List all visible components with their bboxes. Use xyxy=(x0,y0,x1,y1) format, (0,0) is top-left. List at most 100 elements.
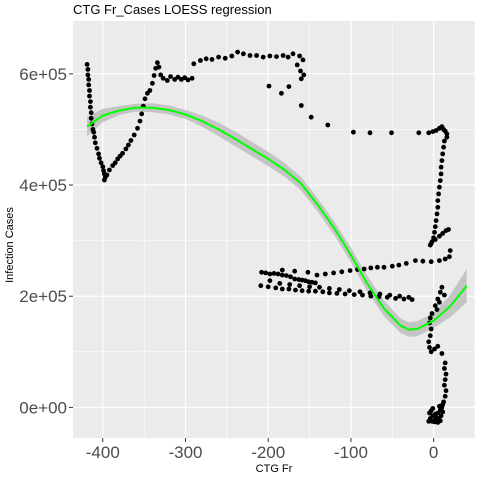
data-point xyxy=(123,146,129,152)
data-point xyxy=(428,259,434,265)
data-point xyxy=(427,410,432,416)
y-axis-label: Infection Cases xyxy=(4,207,16,283)
data-point xyxy=(288,274,293,280)
data-point xyxy=(104,172,110,178)
data-point xyxy=(389,130,394,136)
data-point xyxy=(440,151,446,157)
data-point xyxy=(87,93,92,99)
data-point xyxy=(351,129,356,135)
data-point xyxy=(432,229,437,235)
data-point xyxy=(263,270,269,276)
data-point xyxy=(438,413,444,419)
data-point xyxy=(447,248,453,254)
data-point xyxy=(189,75,195,81)
data-point xyxy=(98,160,104,166)
data-point xyxy=(279,90,284,96)
data-point xyxy=(427,315,433,321)
data-point xyxy=(164,78,170,83)
data-point xyxy=(277,281,283,286)
data-point xyxy=(100,164,106,170)
data-point xyxy=(413,258,418,263)
data-point xyxy=(396,262,402,268)
chart-title: CTG Fr_Cases LOESS regression xyxy=(73,2,272,17)
data-point xyxy=(97,155,102,161)
data-point xyxy=(317,284,322,290)
data-point xyxy=(442,382,447,388)
x-tick-label: -400 xyxy=(86,443,120,462)
data-point xyxy=(367,130,373,136)
data-point xyxy=(437,418,443,424)
y-tick-label: 4e+05 xyxy=(19,176,67,195)
data-point xyxy=(442,377,448,382)
data-point xyxy=(440,231,446,236)
data-point xyxy=(241,51,246,57)
data-point xyxy=(440,409,446,415)
data-point xyxy=(444,134,450,140)
data-point xyxy=(293,287,298,293)
data-point xyxy=(274,54,279,59)
data-point xyxy=(267,278,273,284)
data-point xyxy=(307,284,312,290)
data-point xyxy=(439,158,445,164)
data-point xyxy=(313,280,318,286)
data-point xyxy=(86,77,92,82)
data-point xyxy=(280,53,286,58)
data-point xyxy=(292,268,298,274)
data-point xyxy=(297,53,302,59)
data-point xyxy=(306,288,312,294)
data-point xyxy=(267,271,273,277)
data-point xyxy=(151,73,157,78)
data-point xyxy=(271,271,277,276)
data-point xyxy=(147,88,153,93)
data-point xyxy=(437,299,442,305)
data-point xyxy=(92,134,97,140)
data-point xyxy=(298,103,304,108)
data-point xyxy=(432,346,437,352)
data-point xyxy=(88,99,93,104)
loess-line-layer xyxy=(86,106,468,331)
data-point xyxy=(368,293,374,299)
data-point xyxy=(150,80,155,86)
data-point xyxy=(393,296,398,301)
y-tick-label: 2e+05 xyxy=(19,287,67,306)
data-point xyxy=(156,64,162,70)
data-point xyxy=(137,118,143,124)
data-point xyxy=(433,415,439,420)
y-axis-ticks: 0e+00 2e+05 4e+05 6e+05 xyxy=(19,65,73,417)
data-point xyxy=(305,269,311,275)
data-point xyxy=(428,349,434,355)
data-point xyxy=(381,264,387,270)
data-point xyxy=(275,271,281,277)
data-point xyxy=(175,74,181,80)
data-point xyxy=(112,160,118,166)
data-point xyxy=(260,54,266,60)
data-point xyxy=(441,144,446,150)
data-point xyxy=(360,292,365,298)
data-point xyxy=(87,88,92,93)
data-point xyxy=(409,297,415,302)
x-tick-label: -200 xyxy=(251,443,285,462)
major-gridlines xyxy=(73,21,475,438)
data-point xyxy=(331,270,336,276)
data-point xyxy=(439,351,445,356)
data-point xyxy=(327,286,332,291)
data-point xyxy=(437,403,442,409)
data-point xyxy=(375,264,380,270)
data-point xyxy=(85,67,91,72)
data-point xyxy=(273,285,279,291)
data-point xyxy=(435,204,441,210)
data-point xyxy=(235,49,241,55)
data-point xyxy=(432,303,438,309)
data-point xyxy=(216,54,222,60)
data-point xyxy=(442,138,447,144)
x-axis-ticks: -400 -300 -200 -100 0 xyxy=(86,438,438,462)
data-point xyxy=(285,54,291,60)
data-point xyxy=(120,150,125,156)
data-point xyxy=(198,58,203,63)
data-point xyxy=(437,178,443,184)
data-point xyxy=(286,84,292,89)
data-point xyxy=(313,288,318,294)
data-point xyxy=(325,122,331,128)
